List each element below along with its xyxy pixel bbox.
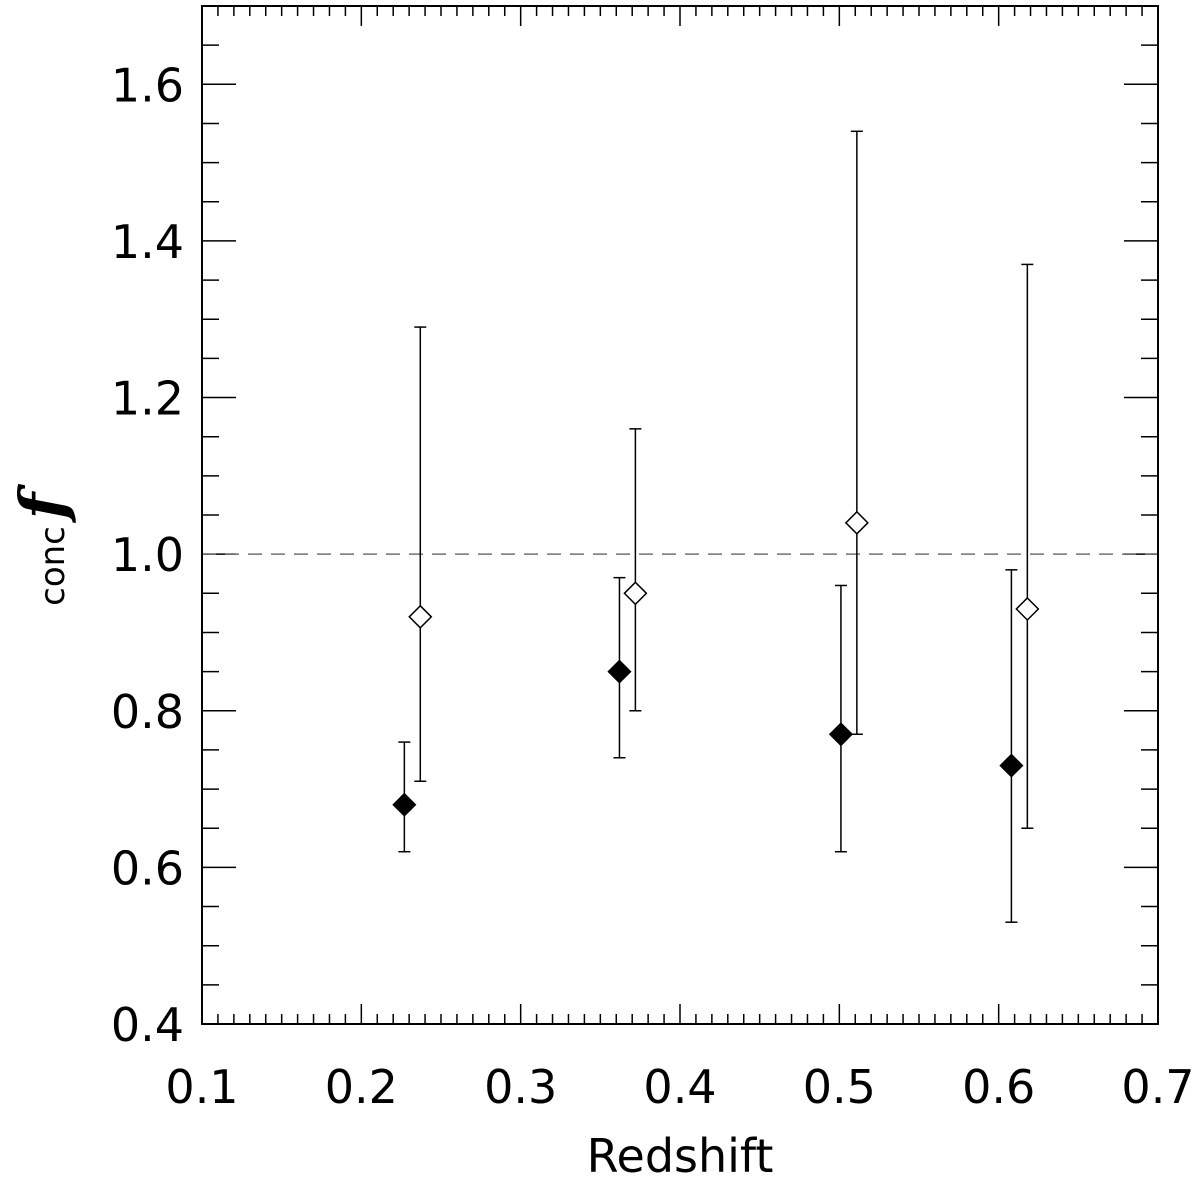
plot-frame xyxy=(201,5,1159,1025)
filled-diamond-point xyxy=(828,722,853,747)
filled-diamond-point xyxy=(607,659,632,684)
y-tick-label: 1.6 xyxy=(111,58,184,112)
x-tick-label: 0.3 xyxy=(484,1060,557,1114)
y-axis-title-main: f xyxy=(6,483,79,523)
filled-diamond-point xyxy=(999,753,1024,778)
y-tick-label: 0.6 xyxy=(111,841,184,895)
x-tick-labels: 0.1 0.2 0.3 0.4 0.5 0.6 0.7 xyxy=(165,1060,1194,1114)
open-diamond-point xyxy=(623,581,648,606)
x-tick-label: 0.4 xyxy=(643,1060,716,1114)
markers xyxy=(392,510,1040,817)
y-axis-title: f conc xyxy=(6,483,79,606)
open-diamond-point xyxy=(408,604,433,629)
y-tick-labels: 0.4 0.6 0.8 1.0 1.2 1.4 1.6 xyxy=(111,58,184,1052)
x-tick-label: 0.7 xyxy=(1121,1060,1194,1114)
y-tick-label: 1.0 xyxy=(111,528,184,582)
x-tick-label: 0.5 xyxy=(803,1060,876,1114)
major-ticks xyxy=(201,6,1159,1025)
x-tick-label: 0.6 xyxy=(962,1060,1035,1114)
x-tick-label: 0.1 xyxy=(165,1060,238,1114)
minor-ticks xyxy=(202,5,1158,1024)
y-tick-label: 1.2 xyxy=(111,372,184,426)
error-bars xyxy=(398,130,1034,923)
y-tick-label: 0.8 xyxy=(111,685,184,739)
open-diamond-point xyxy=(844,510,869,535)
open-diamond-point xyxy=(1015,596,1040,622)
y-axis-title-subscript: conc xyxy=(33,526,73,606)
y-tick-label: 1.4 xyxy=(111,215,184,269)
x-axis-title: Redshift xyxy=(587,1129,774,1179)
x-tick-label: 0.2 xyxy=(325,1060,398,1114)
filled-diamond-point xyxy=(392,792,417,817)
y-tick-label: 0.4 xyxy=(111,998,184,1052)
